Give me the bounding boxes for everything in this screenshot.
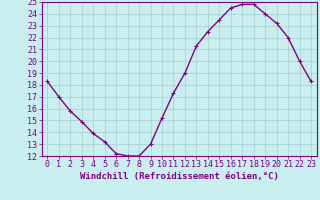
X-axis label: Windchill (Refroidissement éolien,°C): Windchill (Refroidissement éolien,°C) (80, 172, 279, 181)
